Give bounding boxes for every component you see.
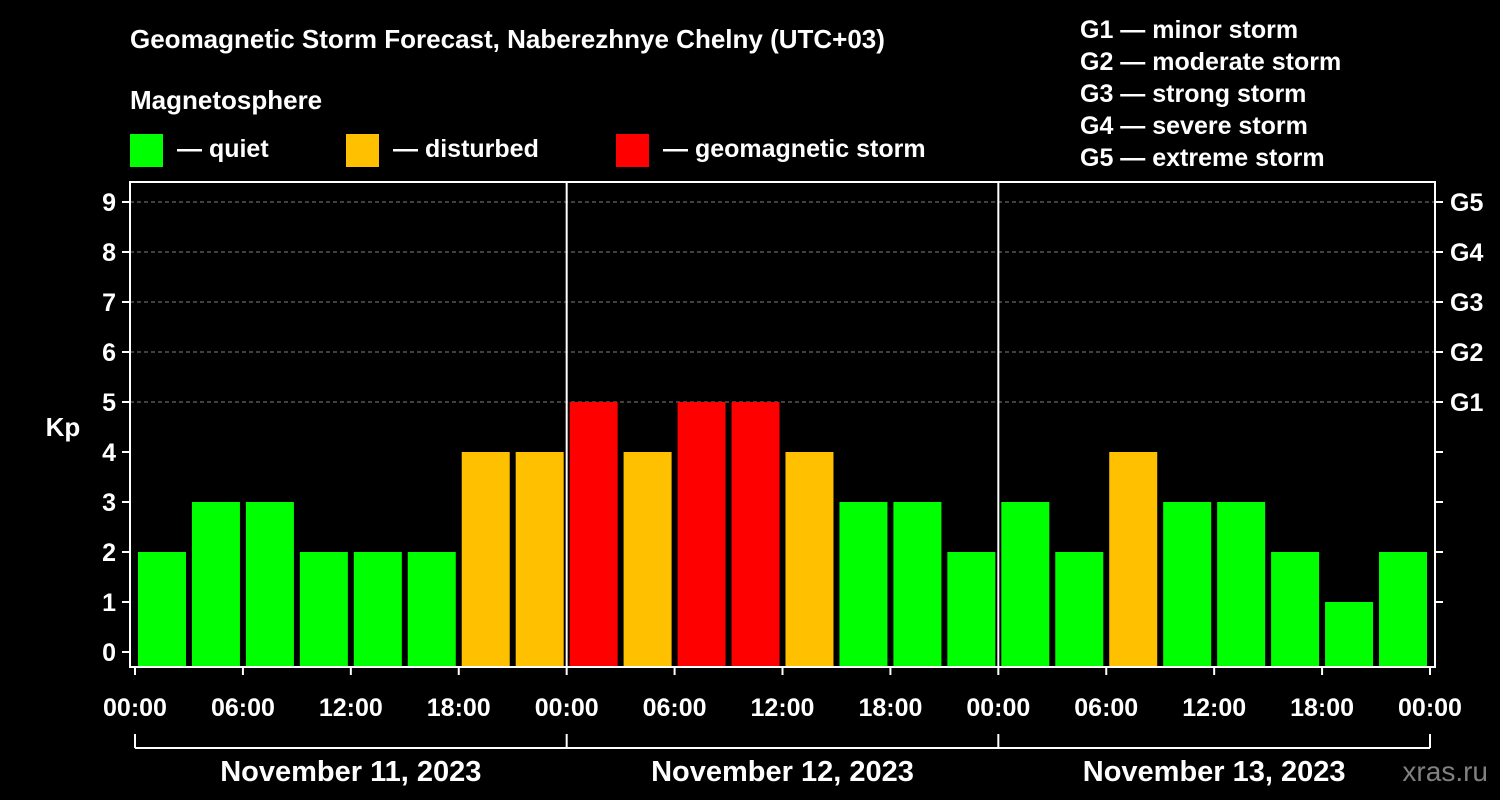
storm-scale-legend: G1 — minor storm G2 — moderate storm G3 — … (1080, 16, 1341, 172)
legend-swatch-disturbed (346, 134, 379, 167)
bar-kp (1109, 452, 1158, 667)
bar-kp (947, 552, 996, 667)
x-tick-label: 06:00 (1074, 694, 1138, 722)
y-tick-label: 2 (102, 539, 116, 567)
x-tick-label: 00:00 (103, 694, 167, 722)
x-tick-label: 12:00 (319, 694, 383, 722)
x-tick-label: 00:00 (535, 694, 599, 722)
storm-scale-item: G3 — strong storm (1080, 80, 1306, 108)
bar-kp (731, 402, 780, 667)
bar-kp (1325, 602, 1374, 667)
x-tick-label: 12:00 (751, 694, 815, 722)
storm-level-label: G5 (1450, 189, 1483, 217)
storm-scale-item: G1 — minor storm (1080, 16, 1298, 44)
y-tick-label: 7 (102, 289, 116, 317)
bar-kp (1163, 502, 1212, 667)
bar-kp (461, 452, 510, 667)
x-tick-label: 00:00 (1398, 694, 1462, 722)
legend-label-storm: — geomagnetic storm (663, 135, 926, 163)
x-tick-label: 18:00 (858, 694, 922, 722)
day-label: November 11, 2023 (220, 756, 481, 788)
storm-level-label: G1 (1450, 389, 1483, 417)
x-tick-label: 18:00 (1290, 694, 1354, 722)
legend-label-quiet: — quiet (177, 135, 269, 163)
legend: — quiet — disturbed — geomagnetic storm (130, 134, 926, 167)
day-labels: November 11, 2023 November 12, 2023 Novemb… (134, 734, 1431, 788)
bar-kp (623, 452, 672, 667)
y-tick-label: 8 (102, 239, 116, 267)
x-tick-label: 06:00 (211, 694, 275, 722)
legend-label-disturbed: — disturbed (393, 135, 539, 163)
bar-kp (515, 452, 564, 667)
y-tick-label: 0 (102, 639, 116, 667)
y-tick-label: 4 (102, 439, 116, 467)
y-tick-label: 1 (102, 589, 116, 617)
bar-kp (299, 552, 348, 667)
storm-level-label: G4 (1450, 239, 1483, 267)
storm-level-label: G2 (1450, 339, 1483, 367)
bar-kp (137, 552, 186, 667)
x-axis-ticks: 00:00 06:00 12:00 18:00 00:00 06:00 12:00 18:00… (103, 667, 1462, 722)
bar-kp (407, 552, 456, 667)
y-tick-label: 9 (102, 189, 116, 217)
storm-scale-item: G4 — severe storm (1080, 112, 1308, 140)
day-label: November 12, 2023 (651, 756, 914, 788)
bar-kp (1001, 502, 1050, 667)
bar-kp (191, 502, 240, 667)
chart-title: Geomagnetic Storm Forecast, Naberezhnye … (130, 24, 885, 54)
bar-kp (893, 502, 942, 667)
grid-lines (130, 201, 1435, 403)
bar-kp (569, 402, 618, 667)
y-tick-label: 6 (102, 339, 116, 367)
storm-level-axis: G1 G2 G3 G4 G5 (1435, 189, 1483, 603)
storm-scale-item: G5 — extreme storm (1080, 144, 1325, 172)
y-tick-label: 3 (102, 489, 116, 517)
x-tick-label: 06:00 (643, 694, 707, 722)
day-label: November 13, 2023 (1083, 756, 1346, 788)
bar-kp (1271, 552, 1320, 667)
kp-bars (137, 402, 1428, 667)
bar-kp (839, 502, 888, 667)
x-tick-label: 12:00 (1182, 694, 1246, 722)
x-tick-label: 18:00 (427, 694, 491, 722)
magnetosphere-heading: Magnetosphere (130, 85, 322, 115)
y-tick-label: 5 (102, 389, 116, 417)
bar-kp (245, 502, 294, 667)
bar-kp (1055, 552, 1104, 667)
legend-swatch-quiet (130, 134, 163, 167)
bar-kp (677, 402, 726, 667)
y-axis-label: Kp (46, 412, 81, 442)
storm-scale-item: G2 — moderate storm (1080, 48, 1341, 76)
storm-level-label: G3 (1450, 289, 1483, 317)
legend-swatch-storm (616, 134, 649, 167)
bar-kp (353, 552, 402, 667)
bar-kp (785, 452, 834, 667)
bar-kp (1217, 502, 1266, 667)
y-axis-ticks: 0 1 2 3 4 5 6 7 8 9 (102, 189, 130, 667)
bar-kp (1379, 552, 1428, 667)
x-tick-label: 00:00 (966, 694, 1030, 722)
watermark: xras.ru (1402, 756, 1488, 787)
